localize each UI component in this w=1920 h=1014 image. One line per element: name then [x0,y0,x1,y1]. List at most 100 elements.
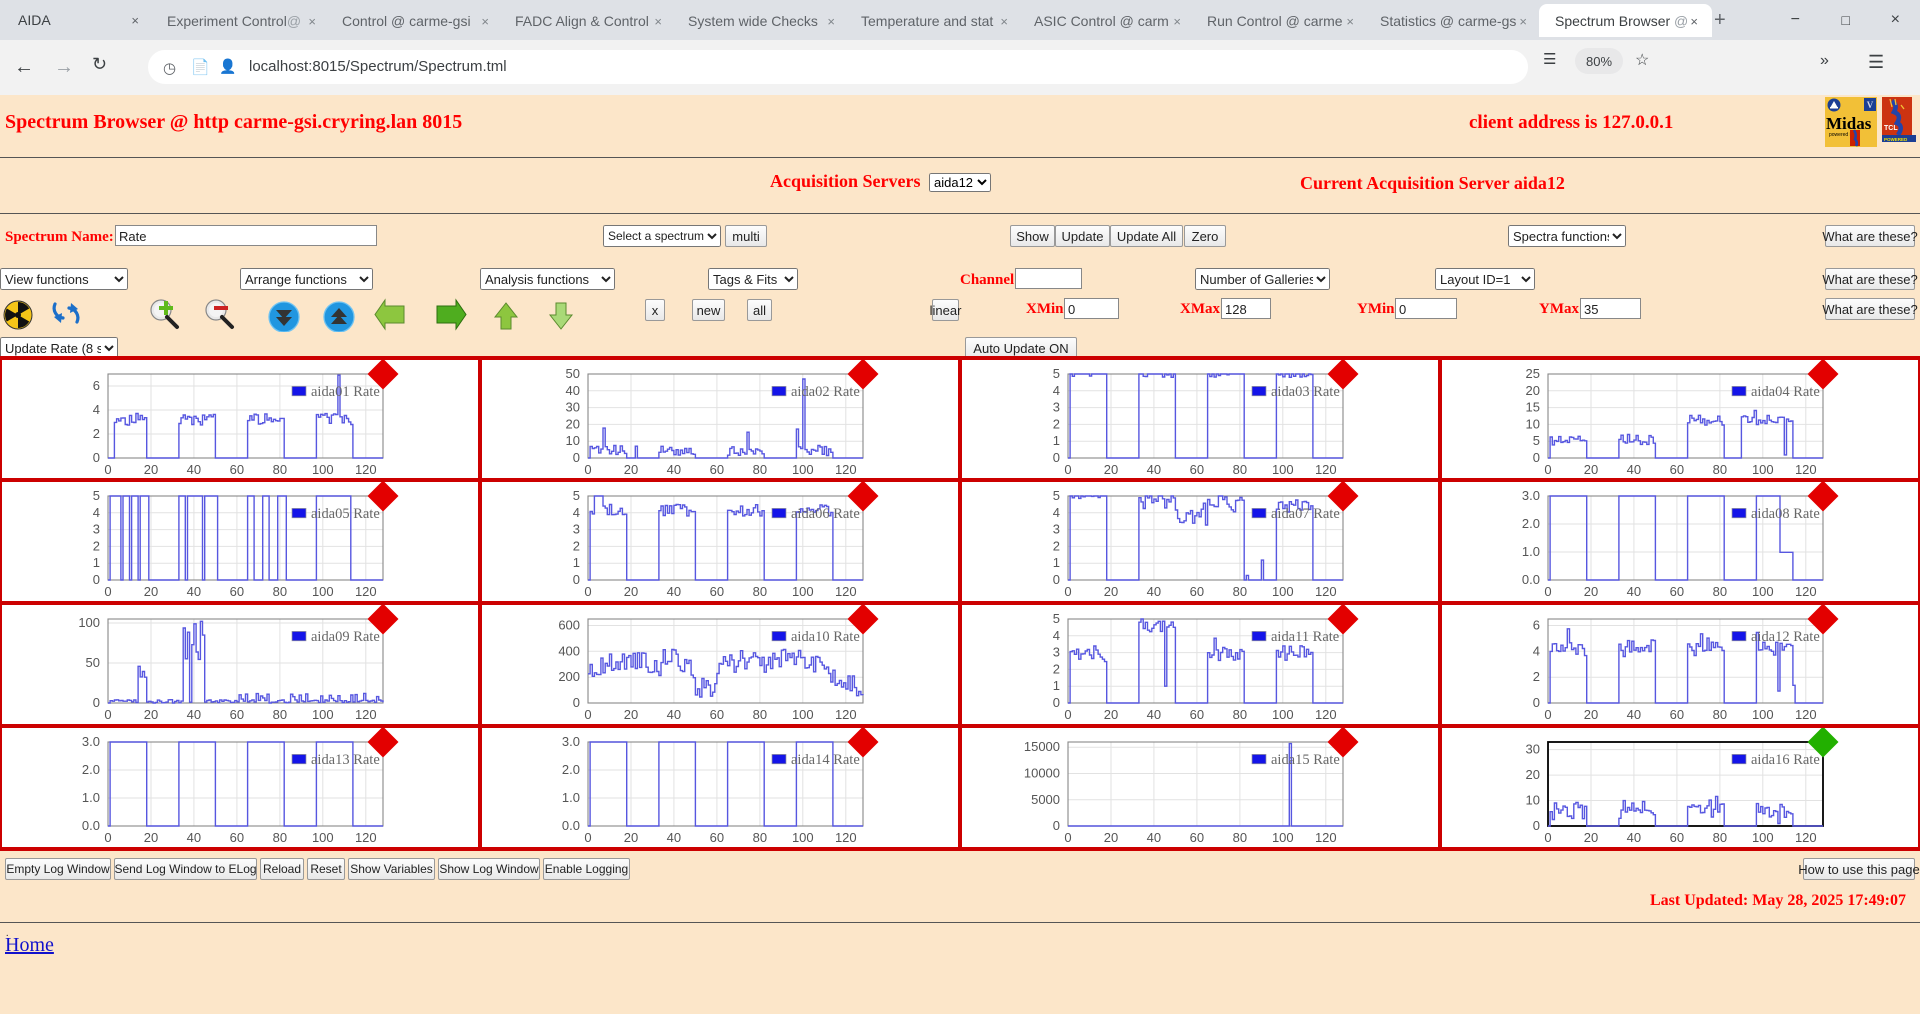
svg-text:80: 80 [1713,461,1727,476]
svg-text:120: 120 [835,830,857,845]
svg-text:2: 2 [1053,539,1060,554]
svg-text:0: 0 [584,584,591,599]
svg-text:20: 20 [566,416,580,431]
svg-text:10: 10 [1526,416,1540,431]
svg-text:40: 40 [667,461,681,476]
svg-text:aida12 Rate: aida12 Rate [1751,629,1820,645]
svg-text:120: 120 [1795,830,1817,845]
svg-text:2: 2 [1053,661,1060,676]
svg-text:15000: 15000 [1024,739,1060,754]
svg-text:aida15 Rate: aida15 Rate [1271,752,1340,768]
svg-text:2.0: 2.0 [1522,516,1540,531]
svg-text:4: 4 [93,505,100,520]
svg-text:6: 6 [1533,617,1540,632]
svg-text:6: 6 [93,377,100,392]
svg-text:30: 30 [1526,741,1540,756]
svg-text:20: 20 [144,461,158,476]
svg-text:5: 5 [1533,433,1540,448]
svg-text:20: 20 [1104,461,1118,476]
svg-text:50: 50 [86,655,100,670]
svg-text:60: 60 [230,461,244,476]
svg-text:4: 4 [573,505,580,520]
svg-text:20: 20 [144,830,158,845]
svg-text:0: 0 [93,695,100,710]
svg-text:0.0: 0.0 [1522,572,1540,587]
svg-text:120: 120 [1795,461,1817,476]
svg-text:100: 100 [1752,461,1774,476]
svg-text:15: 15 [1526,399,1540,414]
svg-text:0: 0 [1064,707,1071,722]
svg-text:120: 120 [1315,707,1337,722]
svg-text:60: 60 [1190,707,1204,722]
svg-text:0: 0 [1053,449,1060,464]
svg-text:20: 20 [624,830,638,845]
svg-text:aida14 Rate: aida14 Rate [791,752,860,768]
svg-text:1.0: 1.0 [82,790,100,805]
svg-text:0: 0 [1053,695,1060,710]
svg-text:0: 0 [1064,584,1071,599]
svg-text:0: 0 [104,461,111,476]
svg-text:60: 60 [1190,830,1204,845]
svg-text:60: 60 [1190,461,1204,476]
svg-text:80: 80 [273,584,287,599]
svg-text:100: 100 [312,830,334,845]
svg-text:0: 0 [1533,695,1540,710]
svg-text:100: 100 [792,830,814,845]
svg-text:60: 60 [1670,584,1684,599]
svg-text:0: 0 [1544,707,1551,722]
svg-text:120: 120 [355,584,377,599]
svg-text:120: 120 [835,584,857,599]
svg-text:80: 80 [1713,707,1727,722]
svg-text:2.0: 2.0 [82,762,100,777]
svg-text:aida06 Rate: aida06 Rate [791,506,860,522]
svg-text:25: 25 [1526,365,1540,380]
svg-text:0: 0 [573,695,580,710]
svg-text:aida01 Rate: aida01 Rate [311,383,380,399]
svg-text:0: 0 [584,461,591,476]
svg-text:4: 4 [93,401,100,416]
svg-text:60: 60 [710,830,724,845]
svg-text:3.0: 3.0 [1522,488,1540,503]
svg-text:1: 1 [573,555,580,570]
svg-text:4: 4 [1053,505,1060,520]
svg-text:10: 10 [1526,792,1540,807]
svg-text:0: 0 [104,584,111,599]
svg-text:40: 40 [1627,830,1641,845]
svg-text:2: 2 [573,539,580,554]
svg-text:200: 200 [558,669,580,684]
svg-text:0: 0 [1064,461,1071,476]
svg-text:120: 120 [1315,461,1337,476]
svg-text:30: 30 [566,399,580,414]
svg-text:80: 80 [273,461,287,476]
svg-text:40: 40 [187,707,201,722]
svg-text:1: 1 [1053,555,1060,570]
svg-text:TCL: TCL [1884,125,1898,132]
svg-text:0: 0 [584,830,591,845]
svg-text:V: V [1867,100,1874,110]
svg-text:100: 100 [1272,584,1294,599]
svg-text:aida07 Rate: aida07 Rate [1271,506,1340,522]
svg-text:60: 60 [710,707,724,722]
svg-text:0: 0 [1533,449,1540,464]
svg-text:60: 60 [1670,830,1684,845]
svg-text:0: 0 [93,572,100,587]
svg-text:60: 60 [230,584,244,599]
svg-text:20: 20 [1526,382,1540,397]
svg-text:100: 100 [792,584,814,599]
svg-text:100: 100 [1752,830,1774,845]
svg-text:80: 80 [1233,584,1247,599]
svg-text:20: 20 [1584,830,1598,845]
svg-text:80: 80 [1713,830,1727,845]
svg-text:400: 400 [558,643,580,658]
svg-text:80: 80 [1233,707,1247,722]
svg-text:20: 20 [1584,584,1598,599]
svg-text:20: 20 [1104,830,1118,845]
svg-text:60: 60 [1670,707,1684,722]
svg-text:aida05 Rate: aida05 Rate [311,506,380,522]
svg-text:100: 100 [1752,707,1774,722]
svg-text:2: 2 [93,539,100,554]
svg-text:40: 40 [1627,461,1641,476]
svg-text:40: 40 [667,584,681,599]
svg-text:1: 1 [1053,433,1060,448]
svg-text:100: 100 [1272,830,1294,845]
